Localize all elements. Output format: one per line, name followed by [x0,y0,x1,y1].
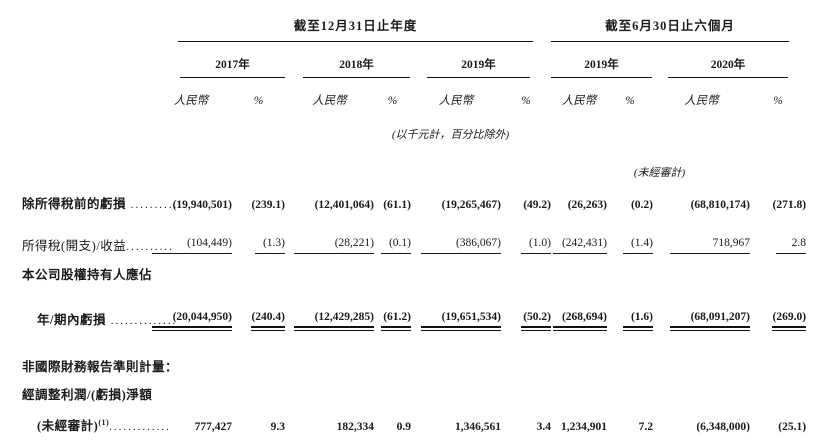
row-label: 本公司股權持有人應佔 [22,267,153,282]
cell-value: 2,288,741 [551,436,607,440]
cell-value: 2.8 [776,237,807,254]
cell-value: (6,348,000) [696,420,751,433]
cell-value: (0.1) [381,237,411,254]
year-header-2017: 2017年 [180,59,285,78]
cell-value: (1.3) [255,237,285,254]
percent-header: % [773,94,783,107]
cell-value: (20,044,950) [152,311,232,332]
cell-value: 3.4 [536,420,552,433]
year-header-row: 2017年 2018年 2019年 2019年 2020年 [22,42,806,78]
cell-value: (68,091,207) [670,311,751,332]
cell-value: (26,263) [567,198,608,211]
cell-value: (104,449) [152,237,232,254]
table-row-loss-for-period: 年/期內虧損 .............. (20,044,950) (240.… [22,284,807,336]
cell-value: 3,881,300 [411,436,501,440]
cell-value: (12,401,064) [314,198,374,211]
cell-value: (19,651,534) [421,311,501,332]
currency-header: 人民幣 [312,94,347,107]
percent-header: % [625,94,635,107]
cell-value: 12.2 [232,436,285,440]
row-label: 除所得稅前的虧損 [22,197,127,212]
cell-value: (61.1) [383,198,411,211]
currency-percent-header-row: 人民幣 % 人民幣 % 人民幣 % 人民幣 % 人民幣 % [22,78,806,114]
leader-dots: ............. [109,421,171,434]
row-label: 所得稅(開支)/收益 [22,239,127,254]
cell-value: 718,967 [670,237,751,254]
cell-value: (1.4) [623,237,654,254]
unaudited-note-row: (未經審計) [22,146,806,186]
percent-header: % [387,94,398,107]
cell-value: (49.2) [523,198,552,211]
cell-value: (269.0) [772,311,807,332]
leader-dots: ............ [126,199,188,212]
table-row-adjusted-net-label: 經調整利潤/(虧損)淨額 [22,376,806,404]
cell-value: 1,323,638 [285,436,374,440]
row-label: (未經審計) [37,419,99,434]
currency-header: 人民幣 [438,94,474,107]
period-group-header-row: 截至12月31日止年度 截至6月30日止六個月 [22,0,806,42]
cell-value: 1,019,986 [150,436,232,440]
cell-value: (239.1) [251,198,285,211]
year-header-2019: 2019年 [427,59,531,78]
row-label: 經調整利潤/(虧損)淨額 [22,387,153,402]
cell-value: (1.6) [623,311,654,332]
financial-summary-table: 截至12月31日止年度 截至6月30日止六個月 2017年 2018年 2019… [22,0,807,440]
currency-header: 人民幣 [561,94,597,107]
period-group-annual: 截至12月31日止年度 [178,19,534,42]
unit-note: (以千元計，百分比除外) [391,129,510,142]
cell-value: (0.2) [630,198,654,211]
unit-note-row: (以千元計，百分比除外) [22,114,806,146]
table-row-adjusted-net-values: (未經審計)(1)............. 777,427 9.3 182,3… [22,404,806,436]
year-header-2019-interim: 2019年 [551,59,653,78]
year-header-2018: 2018年 [303,59,410,78]
currency-header: 人民幣 [173,94,209,107]
unaudited-note: (未經審計) [633,167,686,180]
cell-value: (268,694) [553,311,608,332]
percent-header: % [521,94,531,107]
cell-value: (386,067) [421,237,501,254]
table-row-adjusted-ebitda: 經調整EBITDA(未經審計)(2).... 1,019,986 12.2 1,… [22,436,806,440]
cell-value: (4,947,040) [653,436,750,440]
table-row-loss-before-tax: 除所得稅前的虧損 ............ (19,940,501) (239.… [22,186,806,214]
cell-value: 13.4 [607,436,653,440]
cell-value: (19.5) [750,436,806,440]
cell-value: 7.2 [638,420,654,433]
table-row-attributable-header: 本公司股權持有人應佔 [22,256,806,284]
cell-value: 1,346,561 [455,420,501,433]
cell-value: 182,334 [336,420,374,433]
cell-value: (19,940,501) [172,198,232,211]
cell-value: (1.0) [521,237,552,254]
cell-value: 1,234,901 [561,420,608,433]
row-label: 年/期內虧損 [37,313,106,328]
cell-value: 0.9 [396,420,411,433]
cell-value: (25.1) [778,420,807,433]
period-group-interim: 截至6月30日止六個月 [551,19,790,42]
year-header-2020-interim: 2020年 [668,59,789,78]
cell-value: (242,431) [553,237,608,254]
cell-value: (28,221) [294,237,374,254]
cell-value: (50.2) [521,311,552,332]
cell-value: 9.3 [270,420,285,433]
currency-header: 人民幣 [684,94,719,107]
leader-dots: .......... [126,241,174,254]
footnote-ref: (1) [98,418,110,428]
cell-value: (271.8) [772,198,807,211]
cell-value: (68,810,174) [690,198,751,211]
cell-value: (12,429,285) [294,311,374,332]
percent-header: % [253,94,264,107]
cell-value: (61.2) [381,311,411,332]
cell-value: (240.4) [251,311,285,332]
table-row-non-ifrs-header: 非國際財務報告準則計量： [22,336,806,376]
cell-value: (19,265,467) [441,198,501,211]
row-label: 非國際財務報告準則計量： [22,359,179,374]
cell-value: 6.5 [374,436,411,440]
leader-dots: .............. [105,315,178,328]
cell-value: 9.9 [501,436,551,440]
table-row-income-tax: 所得稅(開支)/收益.......... (104,449) (1.3) (28… [22,214,807,256]
cell-value: 777,427 [194,420,232,433]
